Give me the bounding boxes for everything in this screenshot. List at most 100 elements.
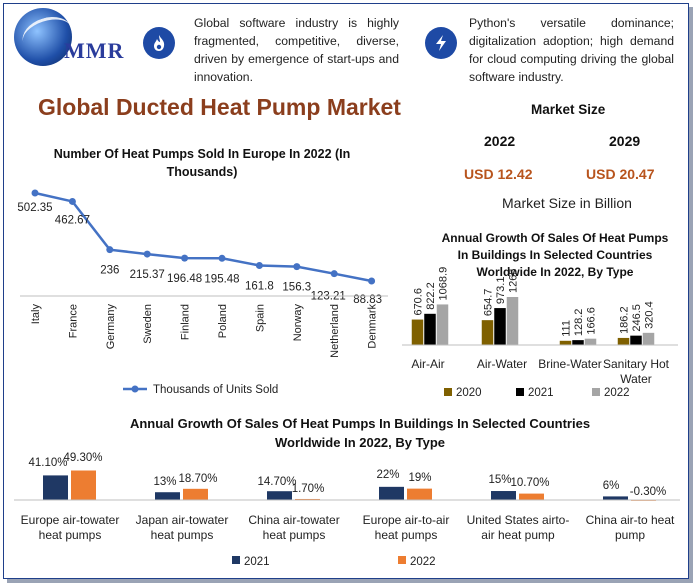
data-label: 246.5 (631, 304, 643, 332)
bar (407, 488, 432, 500)
data-point (106, 246, 114, 254)
x-tick-label: Poland (217, 304, 229, 338)
data-point (368, 277, 376, 285)
x-tick-label: Europe air-to-air heat pumps (363, 513, 450, 542)
data-label: 670.6 (413, 288, 425, 316)
data-point (293, 263, 301, 271)
x-tick-label: Europe air-towater heat pumps (21, 513, 120, 542)
data-label: 1068.9 (438, 267, 450, 301)
legend-point-marker (131, 385, 139, 393)
data-label: 195.48 (204, 273, 239, 285)
bar (481, 320, 494, 345)
globe-icon (14, 8, 72, 66)
bar (519, 493, 544, 500)
bar (379, 486, 404, 500)
data-label: 18.70% (178, 473, 217, 485)
legend-swatch (516, 388, 524, 396)
legend-swatch (398, 556, 406, 564)
legend-swatch (592, 388, 600, 396)
legend-swatch (232, 556, 240, 564)
bar (494, 308, 506, 345)
legend-label: 2020 (456, 387, 482, 399)
data-label: 215.37 (130, 269, 165, 281)
logo-text: MMR (64, 38, 125, 63)
bar (506, 297, 519, 345)
data-point (330, 270, 338, 278)
bar-chart-types-title: Annual Growth Of Sales Of Heat Pumps In … (441, 231, 669, 279)
data-label: 88.83 (353, 294, 382, 306)
data-label: 128.2 (573, 309, 585, 337)
x-tick-label: Finland (180, 304, 192, 340)
data-label: 462.67 (55, 214, 90, 226)
bar (155, 492, 180, 500)
market-size-title: Market Size (531, 102, 606, 117)
bar (424, 313, 436, 345)
legend-label: 2021 (244, 556, 270, 568)
legend-swatch (444, 388, 452, 396)
data-point (181, 254, 189, 262)
data-label: 502.35 (17, 202, 52, 214)
data-label: -0.30% (630, 486, 666, 498)
x-tick-label: Brine-Water (538, 357, 602, 371)
data-label: 19% (408, 472, 431, 484)
x-tick-label: Air-Air (411, 357, 444, 371)
x-tick-label: United States airto-air heat pump (467, 513, 570, 542)
x-tick-label: Denmark (367, 304, 379, 349)
data-label: 654.7 (483, 289, 495, 317)
header-blurb-left: Global software industry is highly fragm… (194, 16, 399, 84)
data-label: 166.6 (586, 307, 598, 335)
data-label: 1265 (508, 269, 520, 293)
data-label: 13% (153, 476, 176, 488)
data-label: 123.21 (311, 291, 346, 303)
lightning-icon (425, 27, 457, 59)
x-tick-label: Spain (254, 304, 266, 332)
bar (183, 488, 208, 500)
x-tick-label: Japan air-towater heat pumps (136, 513, 229, 542)
data-label: 14.70% (257, 476, 296, 488)
data-label: 161.8 (245, 280, 274, 292)
bar (411, 319, 424, 345)
data-label: 973.1 (495, 277, 507, 305)
data-label: 49.30% (63, 452, 102, 464)
market-size-note: Market Size in Billion (502, 195, 632, 211)
legend-label: Thousands of Units Sold (153, 384, 278, 396)
bar-chart-countries-title: Annual Growth Of Sales Of Heat Pumps In … (129, 416, 591, 450)
data-point (31, 189, 39, 197)
header-blurb-right: Python's versatile dominance; digitaliza… (469, 16, 674, 84)
market-size-value-2029: USD 20.47 (586, 166, 655, 182)
fire-icon (143, 27, 175, 59)
x-tick-label: Sanitary Hot Water (603, 357, 670, 386)
bar (295, 498, 320, 500)
data-point (68, 197, 76, 205)
legend-label: 2022 (410, 556, 436, 568)
data-label: 1.70% (292, 483, 325, 495)
infographic-frame (3, 3, 689, 579)
data-point (218, 254, 226, 262)
bar (584, 338, 597, 345)
data-point (143, 250, 151, 258)
data-label: 10.70% (510, 477, 549, 489)
x-tick-label: France (67, 304, 79, 338)
data-label: 236 (100, 265, 119, 277)
x-tick-label: Sweden (142, 304, 154, 344)
data-label: 41.10% (28, 457, 67, 469)
bar (559, 340, 572, 345)
bar (642, 332, 655, 345)
bar (43, 475, 68, 500)
x-tick-label: Germany (105, 304, 117, 350)
market-size-year-2022: 2022 (484, 133, 516, 149)
data-label: 186.2 (619, 306, 631, 334)
bar (436, 304, 449, 345)
bar (71, 470, 96, 500)
x-tick-label: Netherland (329, 304, 341, 358)
x-tick-label: Italy (30, 304, 42, 325)
data-label: 111 (561, 320, 573, 337)
legend-label: 2022 (604, 387, 630, 399)
x-tick-label: Norway (292, 304, 304, 342)
data-label: 196.48 (167, 273, 202, 285)
x-tick-label: China air-to heat pump (586, 513, 675, 542)
bar (630, 335, 642, 345)
bar (603, 496, 628, 500)
